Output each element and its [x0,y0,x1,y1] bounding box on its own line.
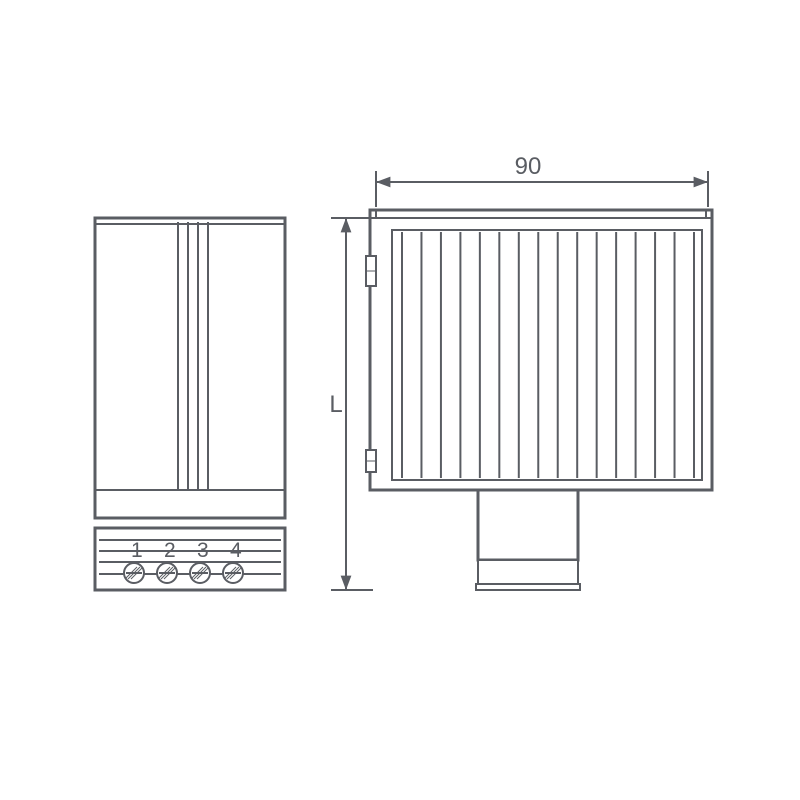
svg-text:2: 2 [164,539,176,562]
svg-text:4: 4 [230,539,242,562]
front-view: 1234 [95,218,285,590]
svg-text:3: 3 [197,539,209,562]
side-view: 90 L [329,153,712,590]
svg-text:L: L [329,391,342,418]
svg-text:90: 90 [515,153,542,180]
technical-drawing: 1234 90 L [0,0,800,800]
svg-text:1: 1 [131,539,143,562]
